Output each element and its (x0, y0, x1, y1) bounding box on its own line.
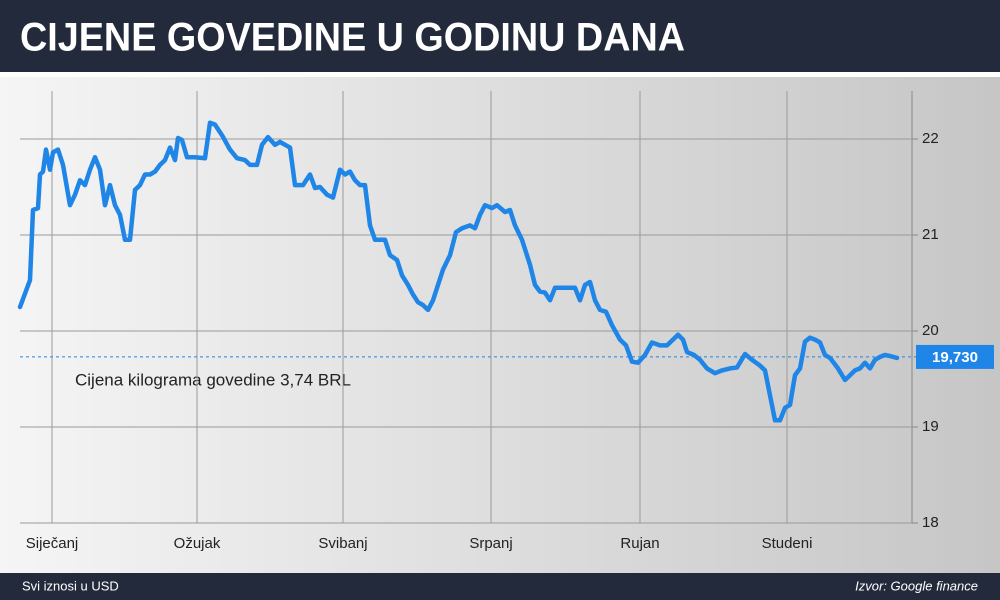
y-tick-label: 22 (922, 130, 939, 147)
x-tick-label: Siječanj (26, 535, 79, 552)
y-tick-label: 21 (922, 226, 939, 243)
price-line (17, 120, 900, 423)
header-bar (0, 0, 1000, 72)
annotation: Cijena kilograma govedine 3,74 BRL (75, 370, 351, 389)
value-label: 19,730 (932, 349, 978, 366)
y-tick-label: 18 (922, 514, 939, 531)
footer-bar (0, 573, 1000, 600)
x-tick-label: Ožujak (174, 535, 221, 552)
header-stripe (0, 72, 1000, 77)
chart-title: CIJENE GOVEDINE U GODINU DANA (20, 16, 685, 60)
value-box (916, 344, 994, 369)
chart-background (0, 77, 1000, 573)
x-tick-label: Rujan (620, 535, 659, 552)
x-tick-label: Srpanj (469, 535, 512, 552)
x-tick-label: Studeni (762, 535, 813, 552)
footnote: Svi iznosi u USD (22, 578, 119, 593)
y-tick-label: 19 (922, 418, 939, 435)
y-tick-label: 20 (922, 322, 939, 339)
source: Izvor: Google finance (855, 578, 978, 593)
x-tick-label: Svibanj (318, 535, 367, 552)
